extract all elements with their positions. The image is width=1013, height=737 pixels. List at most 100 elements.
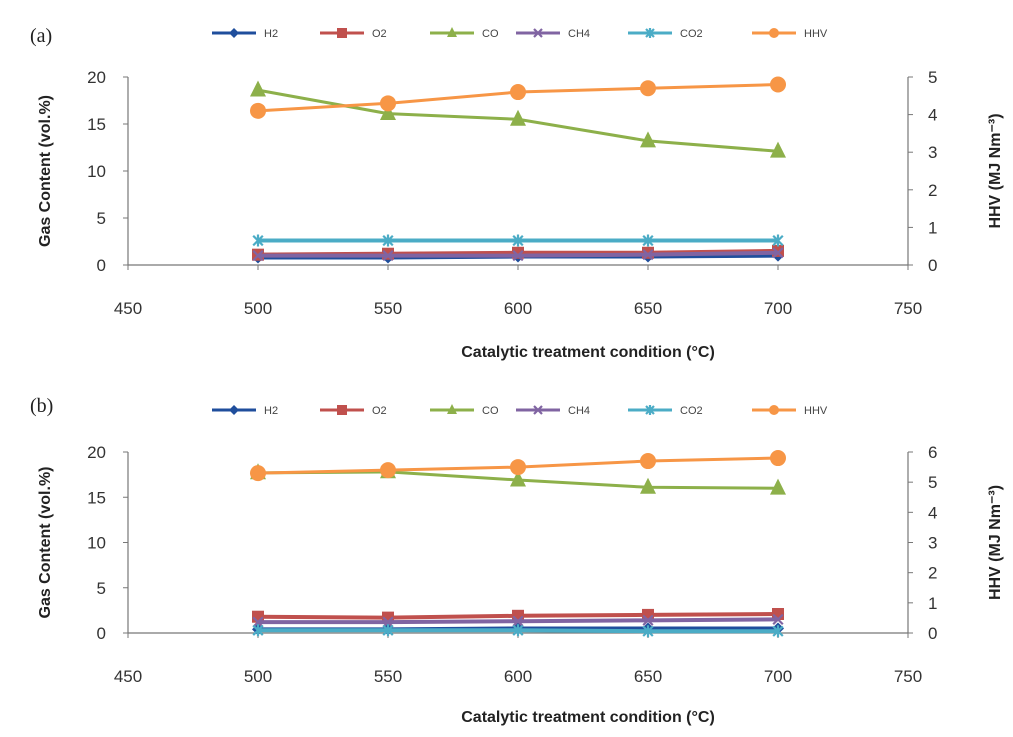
series-co2 (252, 234, 784, 247)
x-tick-label: 500 (244, 667, 272, 686)
y-tick-label: 15 (87, 488, 106, 507)
y-tick-label: 20 (87, 68, 106, 87)
y2-tick-label: 5 (928, 473, 937, 492)
series-co2-point (772, 234, 784, 247)
series-co2-point (512, 234, 524, 247)
chart-panel-b: (b) 0 5 10 15 20 0 1 2 3 4 5 6 450 500 550 600 650 700 750 C… (30, 395, 1004, 726)
x-tick-label: 450 (114, 667, 142, 686)
legend-label-o2: O2 (372, 28, 387, 40)
legend-label-co: CO (482, 28, 499, 40)
y2-tick-label: 1 (928, 594, 937, 613)
legend-label-hhv: HHV (804, 28, 828, 40)
y2-tick-label: 3 (928, 143, 937, 162)
x-axis-title: Catalytic treatment condition (°C) (461, 709, 715, 726)
y-tick-label: 15 (87, 115, 106, 134)
y2-tick-label: 2 (928, 181, 937, 200)
x-tick-label: 600 (504, 299, 532, 318)
legend-marker-ch4 (533, 405, 543, 415)
y2-tick-label: 0 (928, 256, 937, 275)
series-co-point (770, 141, 786, 158)
legend: H2 O2 CO CH4 CO2 HHV (212, 404, 828, 417)
x-axis-title: Catalytic treatment condition (°C) (461, 344, 715, 361)
legend-label-ch4: CH4 (568, 405, 590, 417)
y2-tick-label: 5 (928, 68, 937, 87)
series-ch4-point (252, 250, 264, 262)
series-co-point (640, 477, 656, 494)
y-tick-label: 20 (87, 443, 106, 462)
y-tick-label: 5 (97, 579, 106, 598)
series-co2-point (382, 234, 394, 247)
series-hhv-point (640, 453, 656, 470)
y2-tick-label: 1 (928, 218, 937, 237)
y2-tick-label: 6 (928, 443, 937, 462)
series-co-point (510, 109, 526, 126)
series-hhv-point (770, 76, 786, 93)
x-tick-label: 650 (634, 299, 662, 318)
series-ch4 (252, 247, 784, 262)
y-tick-label: 10 (87, 162, 106, 181)
series-co-point (250, 80, 266, 97)
series-co-point (770, 478, 786, 495)
y2-tick-label: 2 (928, 564, 937, 583)
series-ch4-point (772, 247, 784, 259)
y2-tick-label: 4 (928, 503, 937, 522)
series-ch4-point (642, 249, 654, 261)
series-co-point (510, 470, 526, 487)
series-co2-point (642, 234, 654, 247)
legend-marker-ch4 (533, 28, 543, 38)
legend-marker-o2 (337, 28, 347, 38)
series-co-point (640, 131, 656, 148)
series-ch4-point (382, 616, 394, 628)
series-co-point (380, 104, 396, 121)
legend-label-hhv: HHV (804, 405, 828, 417)
x-tick-label: 750 (894, 299, 922, 318)
legend-label-co2: CO2 (680, 405, 703, 417)
chart-panel-a: (a) 0 5 10 15 20 0 1 2 3 4 5 450 500 550 600 650 700 750 Ca… (30, 25, 1004, 361)
legend-marker-co2 (645, 28, 655, 38)
series-ch4-point (512, 250, 524, 262)
series-co2 (252, 624, 784, 638)
legend-label-h2: H2 (264, 28, 278, 40)
x-tick-label: 750 (894, 667, 922, 686)
series-ch4 (252, 613, 784, 628)
series-hhv-point (510, 459, 526, 476)
y-tick-label: 0 (97, 256, 106, 275)
y-tick-label: 10 (87, 534, 106, 553)
series-hhv-point (250, 465, 266, 482)
x-tick-label: 550 (374, 667, 402, 686)
series-hhv-point (770, 450, 786, 467)
series-hhv-point (250, 102, 266, 119)
series-ch4-point (382, 250, 394, 262)
series-co2-point (772, 625, 784, 638)
legend-label-co: CO (482, 405, 499, 417)
x-tick-label: 550 (374, 299, 402, 318)
legend: H2 O2 CO CH4 CO2 HHV (212, 27, 828, 40)
legend-marker-hhv (769, 28, 779, 38)
legend-marker-co2 (645, 405, 655, 415)
panel-label: (b) (30, 395, 53, 417)
y2-axis-title: HHV (MJ Nm⁻³) (987, 485, 1004, 600)
x-tick-label: 500 (244, 299, 272, 318)
y-axis-title: Gas Content (vol.%) (37, 466, 54, 618)
y2-tick-label: 4 (928, 106, 937, 125)
series-hhv-point (640, 80, 656, 97)
series-hhv (250, 76, 786, 119)
x-tick-label: 700 (764, 299, 792, 318)
series-co2-point (252, 624, 264, 637)
series-co2-point (512, 624, 524, 637)
series-ch4-point (642, 614, 654, 626)
series-co2-point (382, 624, 394, 637)
legend-marker-co (447, 404, 457, 414)
x-tick-label: 700 (764, 667, 792, 686)
y2-tick-label: 3 (928, 534, 937, 553)
legend-marker-co (447, 27, 457, 37)
y2-tick-label: 0 (928, 624, 937, 643)
panel-label: (a) (30, 25, 52, 47)
series-hhv-point (380, 462, 396, 479)
legend-marker-h2 (229, 405, 239, 415)
legend-label-o2: O2 (372, 405, 387, 417)
y-tick-label: 0 (97, 624, 106, 643)
legend-marker-o2 (337, 405, 347, 415)
legend-marker-h2 (229, 28, 239, 38)
